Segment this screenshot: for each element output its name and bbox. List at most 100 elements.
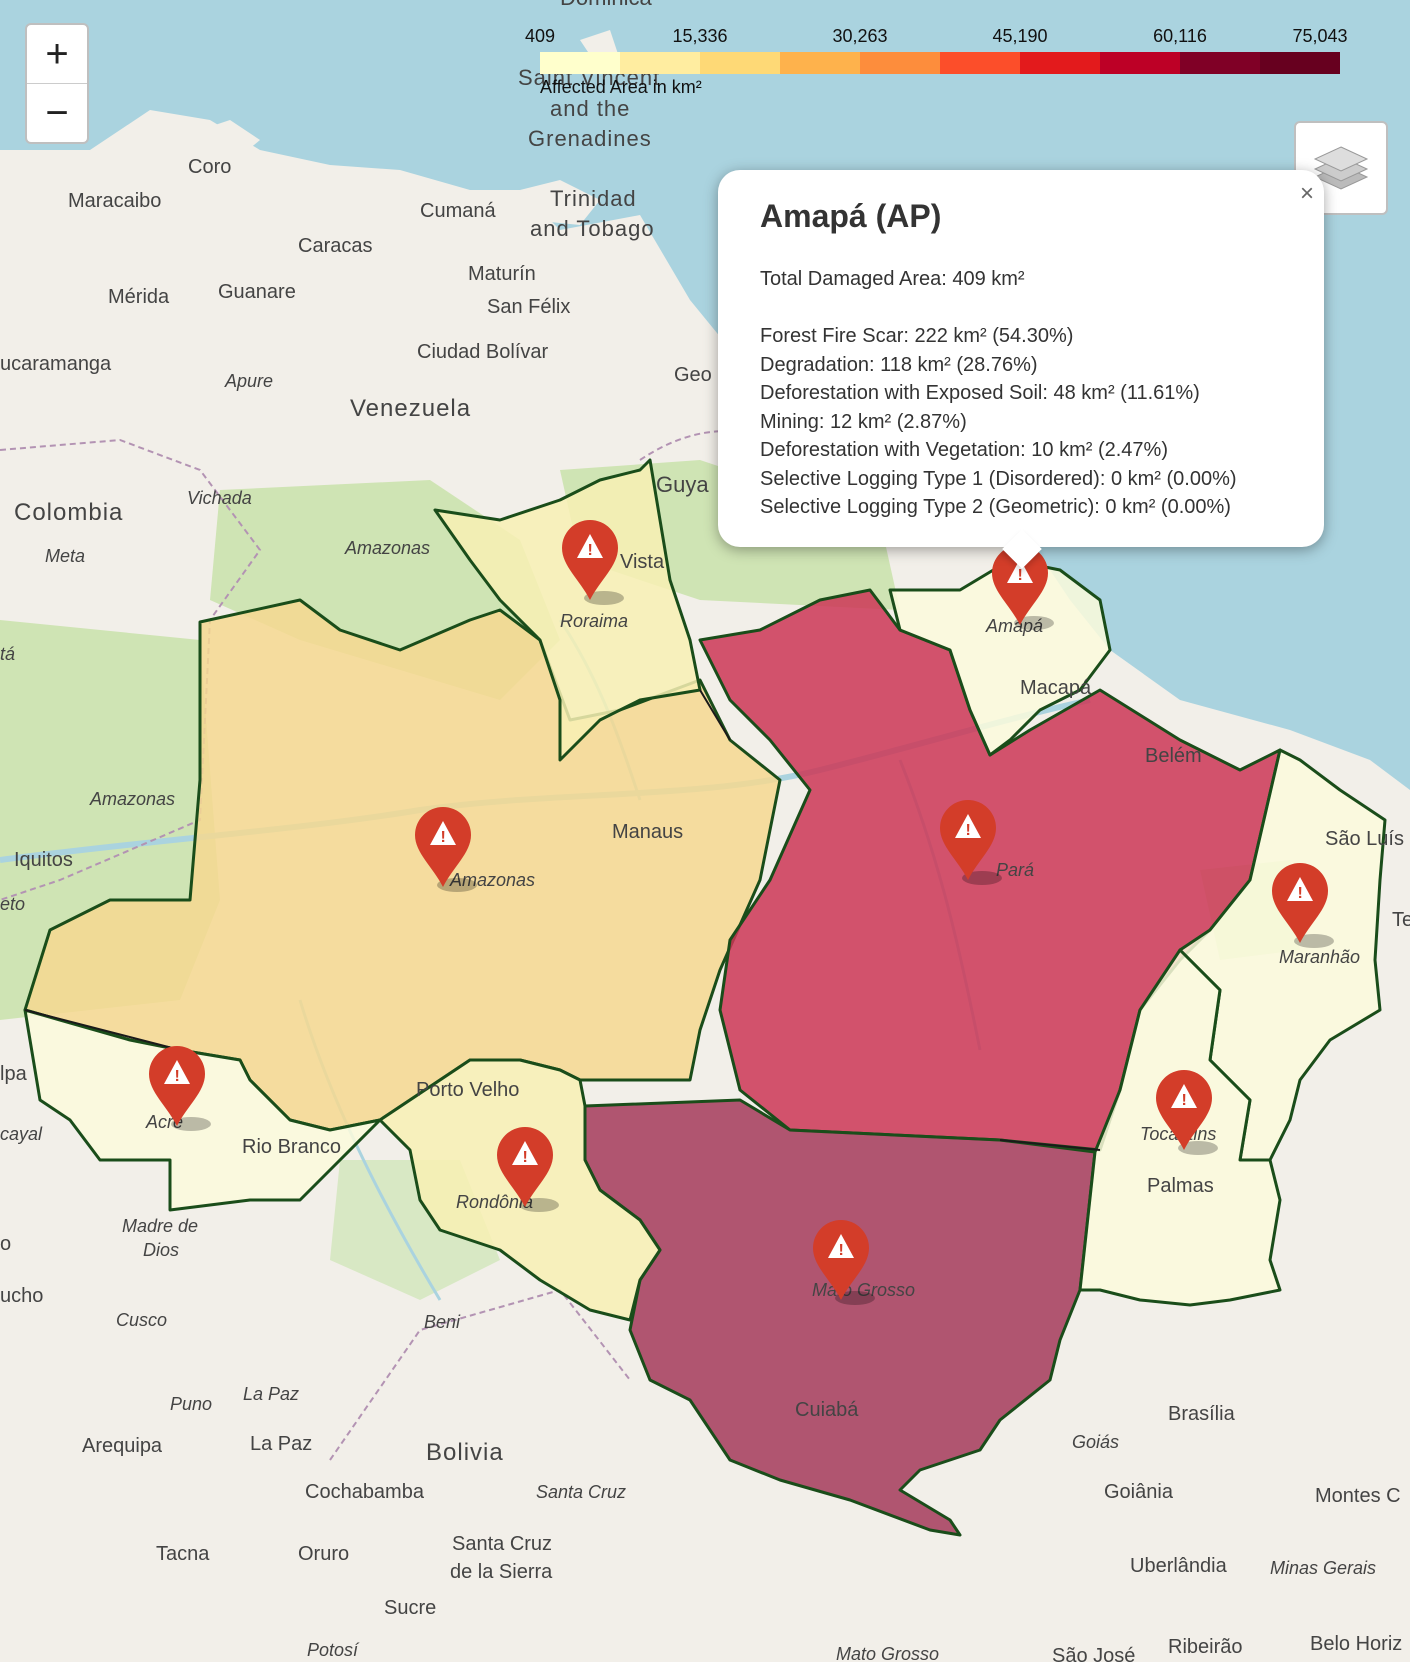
breakdown-line: Deforestation with Exposed Soil: 48 km² … [760,382,1200,404]
city-label: ucho [0,1285,43,1307]
breakdown-line: Degradation: 118 km² (28.76%) [760,353,1038,376]
city-label: Cuiabá [795,1399,859,1421]
marker-maranhao[interactable]: ! [1272,863,1334,948]
legend-color-step [700,52,780,74]
city-label: Maturín [468,263,536,285]
warning-icon [430,821,456,845]
legend-tick: 45,190 [992,26,1048,46]
city-label: São Luís [1325,828,1404,850]
marker-acre[interactable]: ! [149,1046,211,1131]
city-label: Belo Horiz [1310,1633,1402,1655]
region-label: Mato Grosso [836,1644,939,1662]
island-label: Trinidad [550,186,637,211]
island-label: and the [550,96,630,121]
island-label: Dominica [560,0,652,10]
city-label: Vista [620,551,665,573]
legend-color-step [620,52,700,74]
warning-icon [955,814,981,838]
country-label: Guya [656,472,709,497]
region-label: eto [0,894,25,914]
marker-roraima[interactable]: ! [562,520,624,605]
legend-color-step [940,52,1020,74]
marker-amazonas[interactable]: ! [415,807,477,892]
legend-color-step [860,52,940,74]
city-label: Palmas [1147,1175,1214,1197]
popup-total: Total Damaged Area: 409 km² [760,268,1025,290]
city-label: Mérida [108,286,170,308]
warning-icon [164,1060,190,1084]
svg-text:!: ! [175,1068,180,1085]
warning-icon [1287,877,1313,901]
layers-control-button[interactable] [1294,121,1388,215]
zoom-control: + − [25,23,89,144]
popup-breakdown: Forest Fire Scar: 222 km² (54.30%) Degra… [760,322,1237,522]
marker-tocantins[interactable]: ! [1156,1070,1218,1155]
city-label: Cochabamba [305,1481,425,1503]
svg-text:!: ! [523,1149,528,1166]
country-label: Bolivia [426,1439,504,1466]
legend-color-step [1260,52,1340,74]
region-label: Potosí [307,1640,360,1660]
city-label: Rio Branco [242,1136,341,1158]
zoom-out-button[interactable]: − [27,83,87,142]
city-label: Ribeirão [1168,1636,1242,1658]
city-label: Sucre [384,1597,436,1619]
layers-icon [1313,146,1369,190]
country-label: Colombia [14,499,123,526]
breakdown-line: Forest Fire Scar: 222 km² (54.30%) [760,325,1074,347]
region-label: Amapá [985,616,1043,636]
caribbean-islands [170,30,620,225]
color-legend: 409 15,336 30,263 45,190 60,116 75,043 A… [520,22,1360,102]
svg-text:!: ! [441,829,446,846]
city-label: Arequipa [82,1435,163,1457]
warning-icon [512,1141,538,1165]
city-label: o [0,1233,11,1255]
breakdown-line: Selective Logging Type 1 (Disordered): 0… [760,467,1237,490]
legend-tick: 409 [524,26,556,46]
marker-mato-grosso[interactable]: ! [813,1220,875,1305]
svg-text:!: ! [839,1242,844,1259]
marker-amapa[interactable]: ! [992,545,1054,630]
region-label: Vichada [187,488,252,508]
legend-tick: 75,043 [1292,26,1348,46]
legend-color-step [1180,52,1260,74]
breakdown-line: Deforestation with Vegetation: 10 km² (2… [760,439,1168,461]
region-label: cayal [0,1124,43,1144]
svg-text:!: ! [588,542,593,559]
region-label: Madre de [122,1216,198,1236]
city-label: São José [1052,1645,1135,1662]
state-info-popup: × Amapá (AP) Total Damaged Area: 409 km²… [718,170,1324,547]
zoom-in-button[interactable]: + [45,31,69,76]
region-label: Cusco [116,1310,167,1330]
region-label: Roraima [560,611,628,631]
city-label: Geo [674,364,712,386]
region-label: Goiás [1072,1432,1119,1452]
region-label: Amazonas [449,870,535,890]
region-label: La Paz [243,1384,299,1404]
popup-title: Amapá (AP) [760,198,942,234]
city-label: Maracaibo [68,190,161,212]
country-border [0,430,821,1461]
city-label: Guanare [218,281,296,303]
popup-close-button[interactable]: × [1299,180,1314,207]
city-label: Uberlândia [1130,1555,1228,1577]
city-label: Macapá [1020,677,1092,699]
legend-tick: 15,336 [672,26,728,46]
city-label: Caracas [298,235,372,257]
region-label: Dios [143,1240,179,1260]
region-label: tá [0,644,15,664]
city-label: Manaus [612,821,683,843]
region-label: Beni [424,1312,461,1332]
region-label: Amazonas [344,538,430,558]
breakdown-line: Mining: 12 km² (2.87%) [760,410,967,433]
island-label: and Tobago [530,216,655,241]
city-label: Goiânia [1104,1481,1174,1503]
city-label: Brasília [1168,1403,1236,1425]
legend-color-step [780,52,860,74]
warning-icon [577,534,603,558]
svg-text:!: ! [966,822,971,839]
warning-icon [1007,559,1033,583]
svg-text:!: ! [1298,885,1303,902]
marker-rondonia[interactable]: ! [497,1127,559,1212]
marker-para[interactable]: ! [940,800,1002,885]
